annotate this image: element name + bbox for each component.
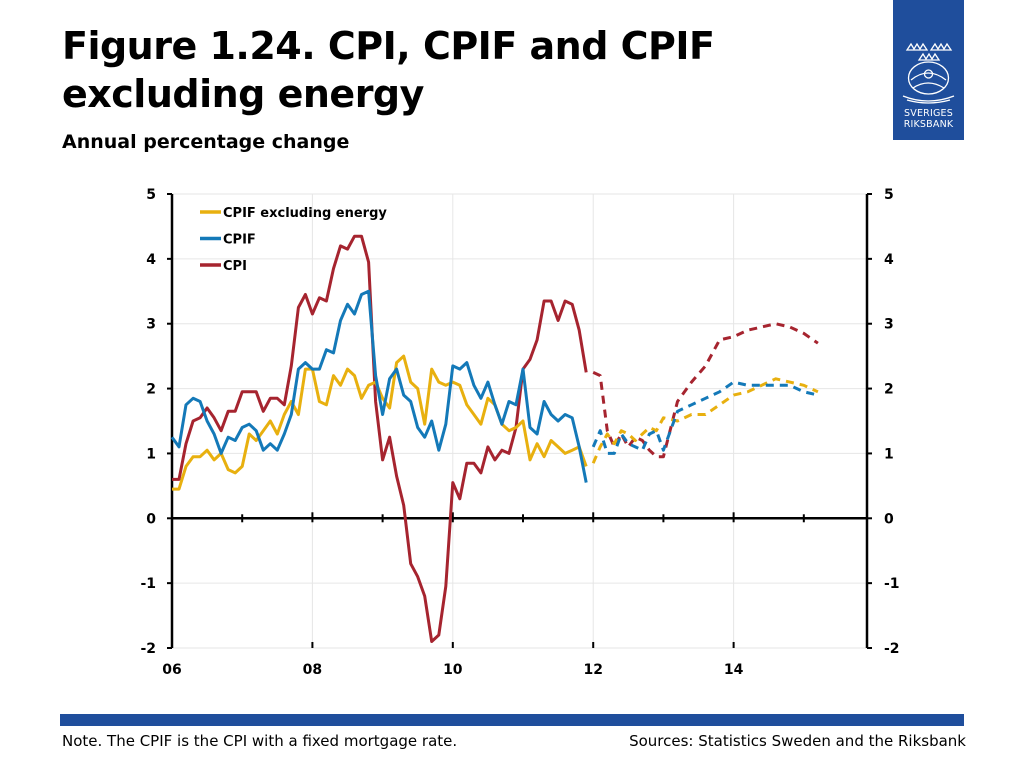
series-line-cpif	[170, 289, 588, 483]
y-tick-label-right: 4	[884, 252, 894, 268]
x-tick-label: 12	[583, 662, 602, 678]
chart-title: Figure 1.24. CPI, CPIF and CPIF excludin…	[62, 24, 715, 116]
legend-label-cpi: CPI	[223, 259, 247, 274]
axes: -2 -2-1 -10 01 12 23 34 45 506 08 10 12 14	[140, 187, 899, 678]
x-tick-label: 14	[724, 662, 744, 678]
y-tick-label-left: 4	[146, 252, 156, 268]
chart-subtitle: Annual percentage change	[62, 131, 350, 153]
legend-label-cpif: CPIF	[223, 233, 256, 248]
legend-label-cpif-excluding-energy: CPIF excluding energy	[223, 206, 387, 221]
y-tick-label-left: 5	[146, 187, 156, 203]
y-tick-label-left: 0	[146, 511, 156, 527]
y-tick-label-left: -2	[140, 641, 156, 657]
legend: CPIF excluding energy CPIF CPI	[200, 206, 387, 274]
y-tick-label-right: 2	[884, 382, 894, 398]
y-tick-label-left: -1	[140, 576, 156, 592]
grid	[171, 193, 867, 649]
x-tick-label: 10	[443, 662, 463, 678]
chart-sources: Sources: Statistics Sweden and the Riksb…	[629, 732, 966, 750]
series-forecast-cpif	[591, 380, 819, 455]
riksbank-crest-icon	[902, 42, 955, 104]
y-tick-label-right: -1	[884, 576, 900, 592]
y-tick-label-right: 1	[884, 446, 894, 462]
y-tick-label-right: 3	[884, 317, 894, 333]
y-tick-label-left: 2	[146, 382, 156, 398]
series-group	[170, 234, 819, 643]
y-tick-label-right: 5	[884, 187, 894, 203]
x-tick-label: 06	[162, 662, 181, 678]
series-forecast-cpi	[592, 322, 819, 459]
y-tick-label-right: 0	[884, 511, 894, 527]
series-line-cpi	[172, 234, 588, 643]
x-tick-label: 08	[303, 662, 322, 678]
y-tick-label-right: -2	[884, 641, 900, 657]
series-forecast-cpif-excluding-energy	[591, 377, 819, 464]
logo-text-line1: SVERIGES	[904, 108, 953, 119]
y-tick-label-left: 3	[146, 317, 156, 333]
logo-text-line2: RIKSBANK	[903, 119, 954, 130]
riksbank-logo: SVERIGES RIKSBANK	[893, 0, 964, 140]
chart-note: Note. The CPIF is the CPI with a fixed m…	[62, 732, 458, 750]
y-tick-label-left: 1	[146, 446, 156, 462]
bottom-brand-bar	[60, 714, 964, 726]
